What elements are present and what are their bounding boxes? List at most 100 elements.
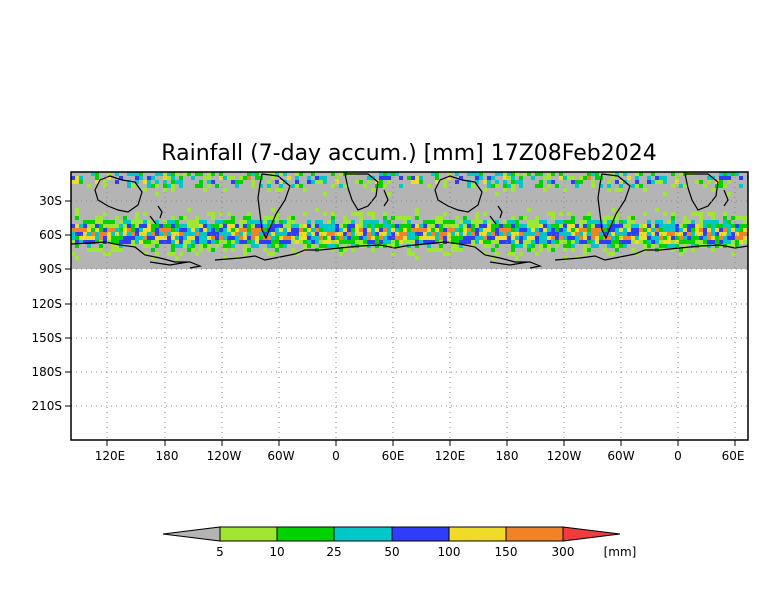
rainfall-cell [359,228,363,232]
rainfall-cell [739,184,743,188]
rainfall-cell [639,224,643,228]
rainfall-cell [427,240,431,244]
rainfall-cell [547,212,551,216]
rainfall-cell [183,236,187,240]
rainfall-cell [171,252,175,256]
rainfall-cell [403,220,407,224]
rainfall-cell [143,252,147,256]
rainfall-cell [355,232,359,236]
rainfall-cell [643,236,647,240]
rainfall-cell [103,236,107,240]
rainfall-cell [719,224,723,228]
rainfall-cell [491,232,495,236]
rainfall-cell [711,240,715,244]
rainfall-cell [495,236,499,240]
rainfall-cell [671,184,675,188]
rainfall-cell [519,244,523,248]
rainfall-cell [267,232,271,236]
rainfall-cell [135,212,139,216]
rainfall-cell [183,232,187,236]
rainfall-cell [131,224,135,228]
rainfall-cell [167,252,171,256]
rainfall-cell [627,216,631,220]
rainfall-cell [215,232,219,236]
rainfall-cell [591,244,595,248]
rainfall-cell [171,176,175,180]
rainfall-cell [515,220,519,224]
rainfall-cell [607,240,611,244]
rainfall-cell [699,236,703,240]
rainfall-cell [147,224,151,228]
rainfall-cell [743,220,747,224]
colorbar-label: 300 [552,545,575,559]
rainfall-cell [611,228,615,232]
rainfall-cell [467,220,471,224]
rainfall-cell [199,224,203,228]
rainfall-cell [295,240,299,244]
rainfall-cell [719,172,723,176]
rainfall-cell [579,232,583,236]
rainfall-cell [735,236,739,240]
x-tick-label: 120W [547,449,582,463]
rainfall-cell [455,228,459,232]
rainfall-cell [663,244,667,248]
rainfall-cell [259,228,263,232]
africa-coast-2 [684,173,729,211]
rainfall-cell [559,176,563,180]
rainfall-cell [711,188,715,192]
rainfall-cell [207,240,211,244]
y-tick-label: 210S [31,399,62,413]
rainfall-cell [523,240,527,244]
rainfall-cell [647,232,651,236]
rainfall-cell [527,232,531,236]
rainfall-cell [199,248,203,252]
rainfall-cell [583,176,587,180]
rainfall-cell [391,172,395,176]
rainfall-cell [275,240,279,244]
rainfall-cell [415,176,419,180]
rainfall-cell [167,220,171,224]
rainfall-cell [143,224,147,228]
rainfall-cell [675,176,679,180]
rainfall-cell [675,240,679,244]
rainfall-cell [743,232,747,236]
rainfall-cell [551,224,555,228]
rainfall-cell [539,236,543,240]
rainfall-cell [515,180,519,184]
rainfall-cell [503,220,507,224]
rainfall-cell [527,248,531,252]
rainfall-cell [75,244,79,248]
rainfall-cell [659,220,663,224]
rainfall-cell [151,224,155,228]
rainfall-cell [291,184,295,188]
rainfall-cell [715,180,719,184]
rainfall-cell [587,232,591,236]
rainfall-cell [375,224,379,228]
rainfall-cell [227,224,231,228]
rainfall-cell [447,232,451,236]
rainfall-cell [247,232,251,236]
rainfall-cell [679,228,683,232]
rainfall-cell [743,216,747,220]
rainfall-cell [151,236,155,240]
rainfall-cell [319,240,323,244]
rainfall-cell [127,180,131,184]
rainfall-cell [99,228,103,232]
rainfall-cell [439,232,443,236]
rainfall-cell [455,240,459,244]
rainfall-cell [291,236,295,240]
rainfall-cell [379,228,383,232]
rainfall-cell [563,232,567,236]
rainfall-cell [155,224,159,228]
rainfall-cell [183,240,187,244]
rainfall-cell [79,240,83,244]
rainfall-cell [339,240,343,244]
rainfall-cell [567,220,571,224]
rainfall-cell [183,228,187,232]
rainfall-cell [587,228,591,232]
rainfall-cell [267,252,271,256]
rainfall-cell [695,240,699,244]
rainfall-cell [671,236,675,240]
rainfall-cell [135,172,139,176]
rainfall-cell [207,180,211,184]
